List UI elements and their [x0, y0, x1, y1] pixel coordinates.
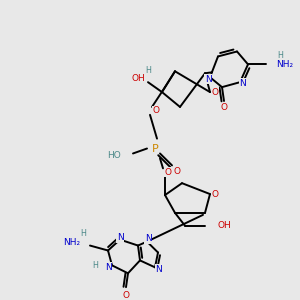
Text: O: O — [122, 291, 130, 300]
Text: O: O — [164, 168, 172, 177]
Text: O: O — [173, 167, 181, 176]
Text: H: H — [92, 261, 98, 270]
Text: N: N — [145, 234, 152, 243]
Text: NH₂: NH₂ — [63, 238, 80, 247]
Text: N: N — [205, 75, 212, 84]
Text: N: N — [240, 79, 246, 88]
Text: O: O — [220, 103, 227, 112]
Text: H: H — [277, 51, 283, 60]
Text: N: N — [117, 233, 123, 242]
Text: P: P — [152, 143, 158, 154]
Text: HO: HO — [107, 151, 121, 160]
Text: H: H — [145, 66, 151, 75]
Text: NH₂: NH₂ — [276, 60, 293, 69]
Text: H: H — [80, 229, 86, 238]
Text: O: O — [152, 106, 160, 116]
Text: OH: OH — [131, 74, 145, 83]
Text: N: N — [156, 265, 162, 274]
Text: N: N — [105, 263, 111, 272]
Text: O: O — [212, 190, 218, 199]
Text: O: O — [212, 88, 218, 97]
Text: OH: OH — [217, 221, 231, 230]
